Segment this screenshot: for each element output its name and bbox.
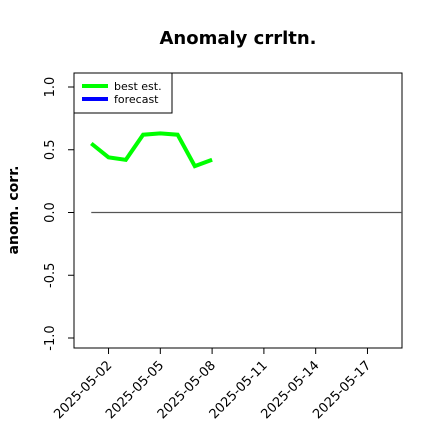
legend-box: [73, 72, 173, 114]
y-axis-label: anom. corr.: [6, 166, 22, 255]
series-line: [90, 131, 213, 169]
y-tick-label: 1.0: [43, 77, 58, 98]
series-layer: [90, 131, 213, 169]
y-axis: -1.0 -0.5 0.0 0.5 1.0: [43, 77, 74, 351]
y-tick-label: -0.5: [43, 263, 58, 288]
y-tick-label: -1.0: [43, 325, 58, 350]
chart-title: Anomaly crrltn.: [159, 28, 316, 49]
x-axis: 2025-05-022025-05-052025-05-082025-05-11…: [51, 348, 374, 422]
legend: best est.forecast: [73, 72, 173, 114]
y-tick-label: 0.0: [43, 202, 58, 223]
legend-label: best est.: [114, 80, 162, 93]
legend-label: forecast: [114, 93, 159, 106]
plot-frame: [73, 72, 403, 349]
y-tick-label: 0.5: [43, 139, 58, 160]
